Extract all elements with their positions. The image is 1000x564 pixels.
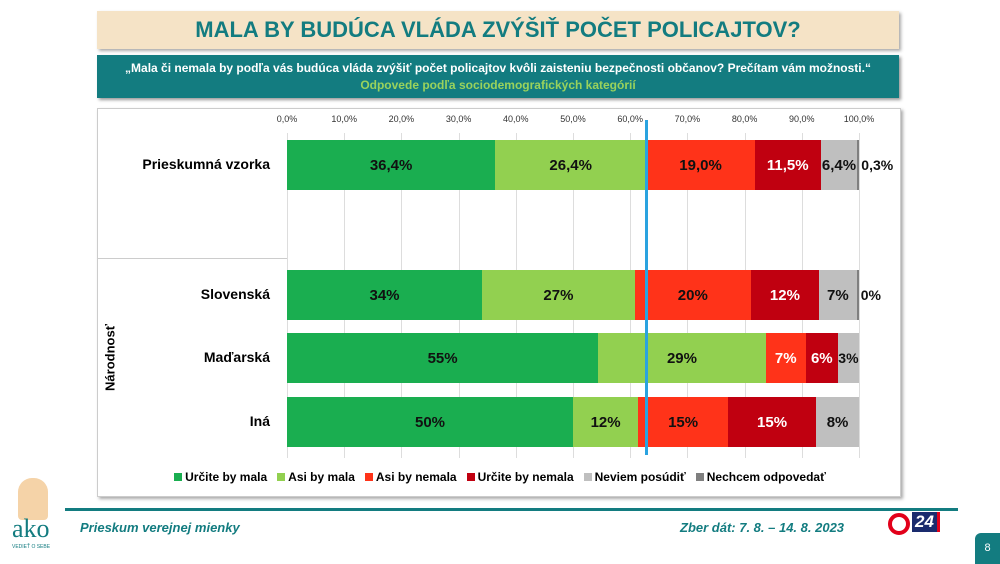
- x-tick-label: 70,0%: [674, 114, 701, 124]
- bar-segment: 19,0%: [646, 140, 755, 190]
- data-label: 12%: [590, 413, 621, 431]
- data-label: 15%: [668, 413, 699, 431]
- bar-segment: 50%: [287, 397, 573, 447]
- bar-segment: 36,4%: [287, 140, 496, 190]
- row-label: Slovenská: [200, 286, 270, 302]
- bar-segment: 12%: [573, 397, 639, 447]
- legend-label: Asi by nemala: [375, 470, 457, 484]
- bar-segment: 6%: [805, 333, 838, 383]
- x-tick-label: 0,0%: [276, 114, 298, 124]
- bar-segment: 0%: [856, 270, 881, 320]
- x-tick-label: 20,0%: [388, 114, 415, 124]
- legend-item: Asi by nemala: [364, 470, 457, 484]
- legend-swatch: [364, 473, 373, 481]
- footer-dates: Zber dát: 7. 8. – 14. 8. 2023: [680, 520, 845, 535]
- data-label: 26,4%: [549, 156, 592, 174]
- legend: Určite by mala Asi by mala Asi by nemala Ur…: [0, 470, 1000, 484]
- legend-swatch: [583, 473, 592, 481]
- x-tick-label: 90,0%: [789, 114, 815, 124]
- bar-segment: 34%: [287, 270, 483, 320]
- ako-logo: ako VEDIEŤ O SEBE: [10, 478, 65, 550]
- data-label: 7%: [774, 349, 797, 367]
- x-tick-label: 10,0%: [331, 114, 357, 124]
- bar-segment: 0,3%: [857, 140, 893, 190]
- bar-segment: 15%: [638, 397, 728, 447]
- data-label: 34%: [369, 286, 400, 304]
- data-label: 29%: [666, 349, 697, 367]
- legend-item: Nechcem odpovedať: [695, 470, 826, 484]
- bar-segment: 27%: [482, 270, 635, 320]
- subtitle: Odpovede podľa sociodemografických kateg…: [360, 78, 636, 92]
- legend-item: Určite by nemala: [466, 470, 574, 484]
- row-label: Iná: [249, 413, 270, 429]
- bar-segment: 29%: [598, 333, 766, 383]
- separator-line: [97, 258, 287, 259]
- bar-segment: 7%: [818, 270, 857, 320]
- legend-label: Asi by mala: [288, 470, 355, 484]
- legend-swatch: [466, 473, 475, 481]
- data-label: 55%: [427, 349, 458, 367]
- footer-divider: [65, 508, 958, 511]
- row-label: Maďarská: [203, 349, 270, 365]
- x-tick-label: 30,0%: [445, 114, 472, 124]
- legend-label: Určite by nemala: [477, 470, 574, 484]
- data-label: 27%: [543, 286, 574, 304]
- x-tick-label: 50,0%: [560, 114, 586, 124]
- data-label: 0%: [860, 287, 881, 303]
- legend-swatch: [277, 473, 286, 481]
- legend-item: Asi by mala: [277, 470, 355, 484]
- x-tick-label: 40,0%: [503, 114, 529, 124]
- x-tick-label: 80,0%: [731, 114, 758, 124]
- reference-line: [645, 120, 649, 455]
- page-title: MALA BY BUDÚCA VLÁDA ZVÝŠIŤ POČET POLICA…: [97, 11, 899, 49]
- bar-segment: 26,4%: [495, 140, 647, 190]
- data-label: 6%: [810, 349, 833, 367]
- data-label: 6,4%: [821, 156, 857, 174]
- data-label: 8%: [826, 413, 849, 431]
- data-label: 12%: [769, 286, 800, 304]
- bar-segment: 7%: [765, 333, 806, 383]
- partner-logo: 24: [888, 512, 948, 536]
- data-label: 11,5%: [766, 156, 809, 174]
- data-label: 36,4%: [369, 156, 413, 174]
- bar-segment: 12%: [750, 270, 819, 320]
- legend-item: Určite by mala: [174, 470, 267, 484]
- bar-segment: 11,5%: [754, 140, 821, 190]
- legend-item: Neviem posúdiť: [583, 470, 686, 484]
- data-label: 50%: [414, 413, 446, 431]
- question-text: „Mala či nemala by podľa vás budúca vlád…: [125, 61, 871, 75]
- x-tick-label: 100,0%: [843, 114, 875, 124]
- legend-swatch: [174, 473, 183, 481]
- footer-survey: Prieskum verejnej mienky: [80, 520, 240, 535]
- legend-label: Určite by mala: [185, 470, 268, 484]
- data-label: 20%: [677, 286, 708, 304]
- legend-label: Nechcem odpovedať: [706, 470, 826, 484]
- bar-segment: 20%: [634, 270, 751, 320]
- bar-segment: 3%: [837, 333, 859, 383]
- bar-segment: 6,4%: [820, 140, 858, 190]
- question-box: „Mala či nemala by podľa vás budúca vlád…: [97, 55, 899, 98]
- legend-label: Neviem posúdiť: [594, 470, 686, 484]
- bar-segment: 55%: [287, 333, 599, 383]
- row-label: Prieskumná vzorka: [142, 156, 270, 172]
- data-label: 3%: [838, 350, 859, 366]
- data-label: 15%: [757, 413, 788, 431]
- x-tick-label: 60,0%: [617, 114, 643, 124]
- bar-segment: 15%: [728, 397, 817, 447]
- data-label: 7%: [826, 286, 849, 304]
- gridline: [859, 133, 860, 458]
- page-number-tab: 8: [975, 533, 1000, 564]
- data-label: 19,0%: [679, 156, 722, 174]
- data-label: 0,3%: [861, 157, 894, 173]
- legend-swatch: [695, 473, 704, 481]
- bar-segment: 8%: [816, 397, 859, 447]
